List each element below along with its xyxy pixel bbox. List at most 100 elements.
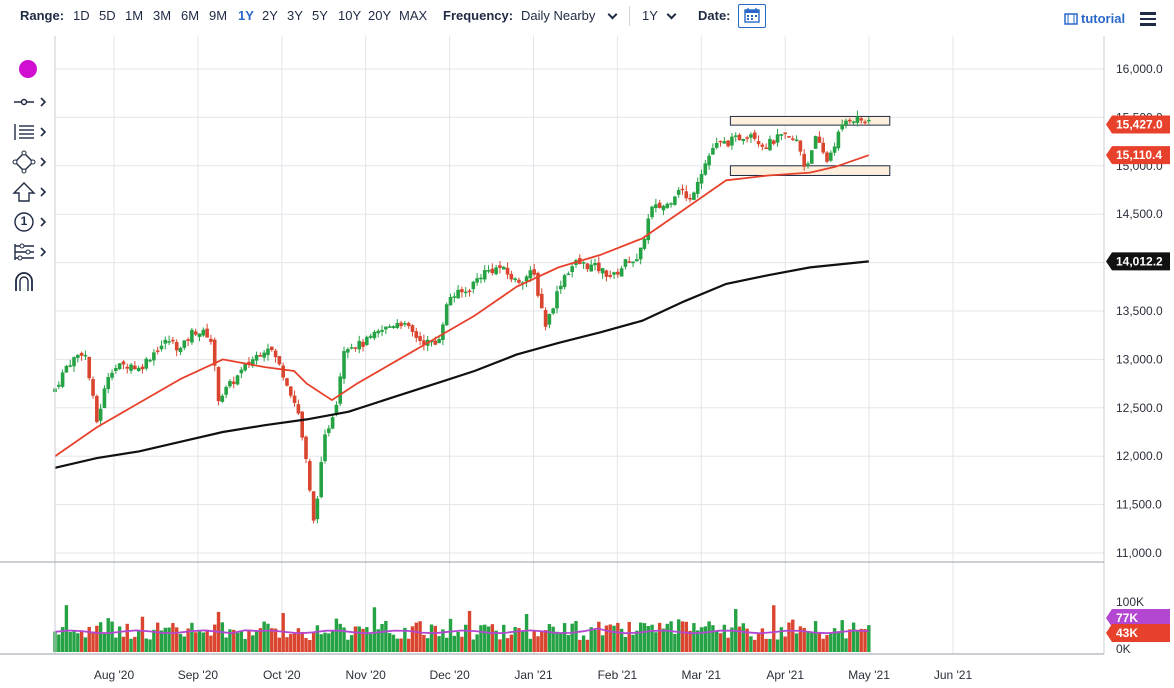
volume-bar [323, 632, 327, 652]
candle-body [349, 347, 354, 349]
pattern-tool-icon[interactable] [10, 240, 50, 264]
candle-body [768, 138, 772, 151]
candle-body [593, 263, 597, 266]
candle-body [205, 328, 209, 338]
range-button-9m[interactable]: 9M [209, 8, 228, 23]
candle-body [558, 285, 563, 290]
tutorial-link[interactable]: tutorial [1064, 10, 1134, 28]
candle-body [840, 124, 845, 130]
candle-body [539, 293, 544, 309]
candle-body [806, 163, 810, 165]
volume-bar [798, 626, 803, 652]
volume-bar [117, 626, 122, 652]
time-tick-label: Mar '21 [681, 668, 721, 682]
chart-toolbar: Range: 1D 5D 1M 3M 6M 9M 1Y 2Y 3Y 5Y 10Y… [0, 0, 1174, 34]
frequency-select[interactable]: Daily Nearby [521, 8, 596, 23]
arrow-up-icon[interactable] [10, 180, 50, 204]
volume-bar [357, 626, 361, 652]
candle-body [372, 331, 377, 339]
range-button-1m[interactable]: 1M [125, 8, 144, 23]
volume-bar [167, 627, 171, 652]
volume-bar [266, 623, 270, 652]
candle-body [817, 136, 822, 143]
shape-node-icon[interactable] [10, 150, 50, 174]
volume-bar [642, 623, 647, 652]
volume-bar [483, 624, 487, 652]
candle-body [604, 270, 609, 277]
range-button-5d[interactable]: 5D [99, 8, 116, 23]
volume-bar [171, 623, 175, 652]
range-button-max[interactable]: MAX [399, 8, 428, 23]
period-chevron-down-icon[interactable] [666, 9, 677, 20]
volume-bar [140, 616, 145, 652]
volume-bar [155, 622, 160, 652]
candle-body [155, 350, 160, 352]
crosshair-line-icon[interactable] [10, 90, 50, 114]
menu-hamburger-icon[interactable] [1140, 12, 1156, 26]
range-button-20y[interactable]: 20Y [368, 8, 392, 23]
candle-body [581, 262, 586, 264]
volume-bar [98, 622, 103, 652]
calendar-button[interactable] [738, 4, 766, 28]
candle-body [133, 365, 137, 370]
number-one-icon[interactable] [10, 210, 50, 234]
volume-bar [768, 638, 772, 652]
period-select[interactable]: 1Y [642, 8, 658, 23]
color-dot-icon[interactable] [19, 60, 37, 78]
candle-body [231, 381, 236, 384]
price-chart[interactable]: 11,000.0 11,500.0 12,000.0 12,500.0 13,000.0… [0, 34, 1174, 688]
volume-bar [791, 619, 795, 652]
volume-bar [844, 638, 848, 652]
range-button-6m[interactable]: 6M [181, 8, 200, 23]
candle-body [144, 358, 149, 369]
range-button-1y[interactable]: 1Y [238, 8, 254, 23]
range-button-1d[interactable]: 1D [73, 8, 90, 23]
volume-bar [136, 630, 141, 652]
candle-body [235, 375, 240, 385]
volume-bar [228, 629, 232, 652]
magnet-icon[interactable] [10, 270, 50, 294]
candle-body [551, 308, 555, 314]
range-button-10y[interactable]: 10Y [338, 8, 362, 23]
range-button-3y[interactable]: 3Y [287, 8, 303, 23]
range-button-3m[interactable]: 3M [153, 8, 172, 23]
volume-bar [722, 624, 727, 652]
volume-bar [635, 630, 639, 652]
candle-body [57, 384, 61, 387]
volume-bar [289, 634, 293, 652]
candle-body [722, 141, 727, 144]
volume-tick-label: 100K [1116, 595, 1144, 609]
candle-body [174, 342, 179, 351]
candle-body [269, 346, 274, 350]
volume-bar [391, 634, 396, 652]
range-button-5y[interactable]: 5Y [312, 8, 328, 23]
volume-bar [695, 630, 700, 652]
frequency-chevron-down-icon[interactable] [607, 9, 618, 20]
candle-body [467, 290, 472, 293]
candle-body [91, 379, 95, 396]
candle-body [292, 395, 297, 403]
fibonacci-lines-icon[interactable] [10, 120, 50, 144]
candle-body [635, 259, 639, 262]
candle-body [140, 366, 145, 370]
candle-body [448, 297, 453, 306]
volume-bar [251, 635, 255, 652]
candle-body [327, 428, 331, 433]
volume-bar [304, 638, 308, 652]
candle-body [680, 188, 685, 191]
candle-body [498, 265, 502, 268]
volume-bar [194, 632, 198, 652]
candle-body [703, 163, 708, 175]
candle-body [64, 365, 69, 373]
price-tag-0-background [1106, 115, 1170, 134]
volume-bar [144, 638, 148, 652]
volume-bar [83, 637, 88, 652]
volume-bar [597, 621, 601, 652]
volume-bar [589, 627, 593, 652]
candle-body [247, 361, 251, 365]
price-tick-label: 11,000.0 [1116, 546, 1162, 560]
range-button-2y[interactable]: 2Y [262, 8, 278, 23]
candle-body [741, 139, 746, 142]
candle-body [98, 408, 103, 421]
